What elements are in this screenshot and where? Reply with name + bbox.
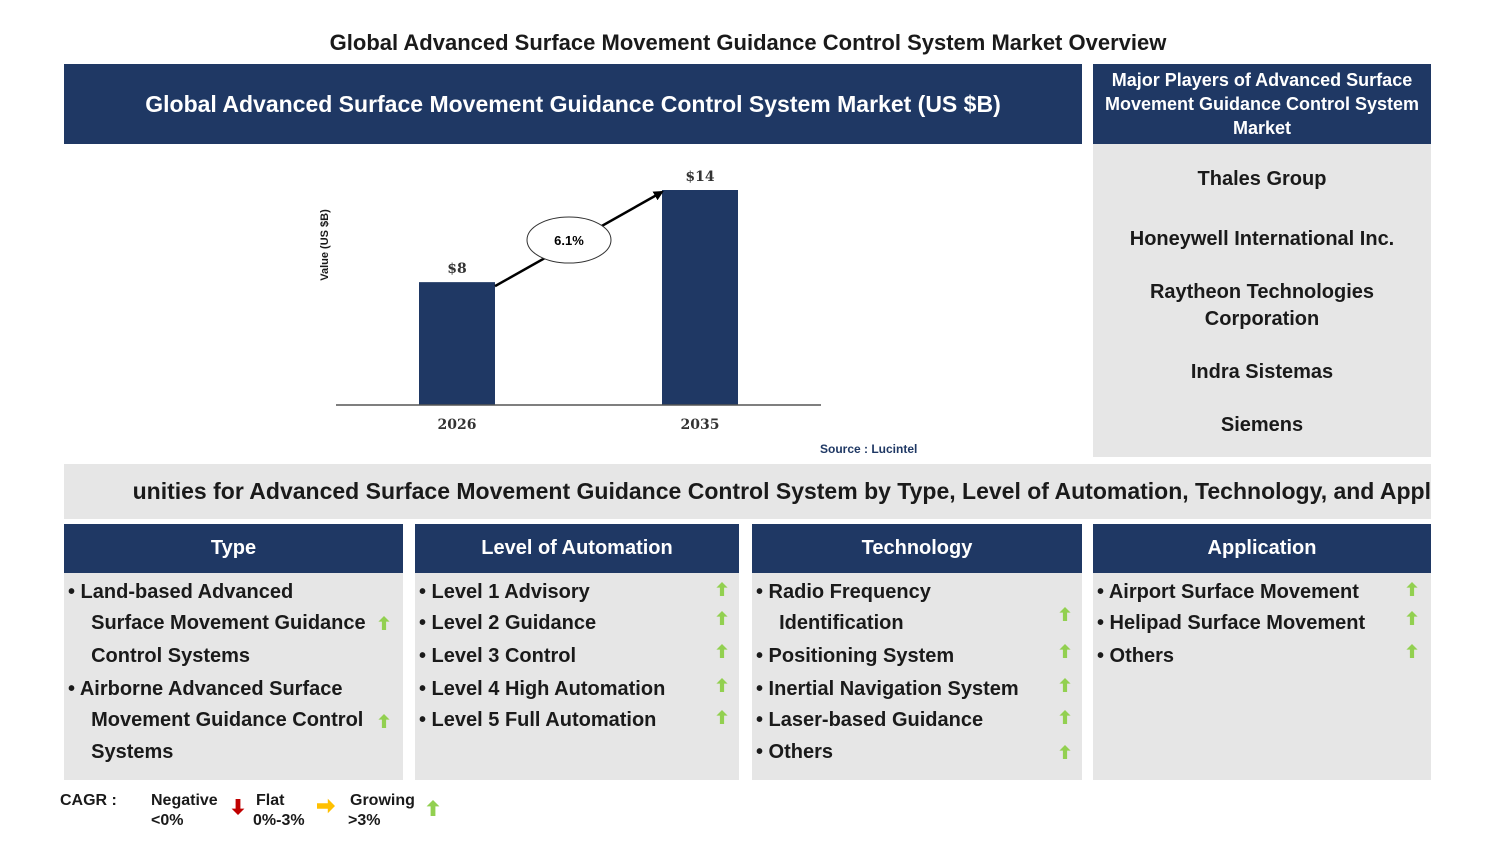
bar-chart: Value (US $B) $8 2026 $14 2035 6.1% — [319, 169, 821, 433]
segment-body: • Level 1 Advisory • Level 2 Guidance • Le… — [415, 573, 739, 780]
segment-body: • Radio Frequency Identification • Positi… — [752, 573, 1082, 780]
player-item: Honeywell International Inc. — [1129, 228, 1395, 250]
bar-2026 — [419, 282, 495, 405]
segment-item: • Level 4 High Automation — [419, 678, 666, 700]
segment-item: • Others — [1097, 645, 1175, 667]
value-label-2035: $14 — [685, 169, 714, 185]
segment-header: Level of Automation — [415, 524, 739, 573]
player-item: Siemens — [1220, 414, 1304, 436]
legend-flat-range: 0%-3% — [253, 812, 305, 829]
segment-item-continuation: Systems — [80, 741, 174, 763]
segment-item: • Land-based Advanced — [68, 581, 294, 603]
segment-item: • Radio Frequency — [756, 581, 931, 603]
player-item: Indra Sistemas — [1190, 361, 1334, 383]
tick-label-2035: 2035 — [681, 417, 720, 433]
legend-label: CAGR : — [60, 792, 117, 809]
up-arrow-icon — [1059, 607, 1071, 621]
segment-item: • Level 2 Guidance — [419, 612, 597, 634]
legend-negative-range: <0% — [151, 812, 184, 829]
segment-body: • Land-based Advanced Surface Movement G… — [64, 573, 403, 780]
players-list: Thales Group Honeywell International Inc.… — [1093, 144, 1431, 457]
cagr-label: 6.1% — [554, 233, 584, 248]
legend-growing-name: Growing — [350, 792, 415, 809]
segment-body: • Airport Surface Movement • Helipad Surf… — [1093, 573, 1431, 780]
segment-item: • Inertial Navigation System — [756, 678, 1019, 700]
segment-header: Application — [1093, 524, 1431, 573]
up-arrow-icon — [378, 616, 390, 630]
segment-item: • Level 3 Control — [419, 645, 577, 667]
up-arrow-icon — [1406, 582, 1418, 596]
segment-item: • Helipad Surface Movement — [1097, 612, 1366, 634]
segment-item-continuation: Movement Guidance Control — [80, 709, 364, 731]
up-arrow-icon — [1059, 745, 1071, 759]
up-arrow-icon — [716, 710, 728, 724]
legend-growing-range: >3% — [348, 812, 381, 829]
segment-item: • Level 1 Advisory — [419, 581, 590, 603]
segment-item: • Airport Surface Movement — [1097, 581, 1359, 603]
segment-item: • Laser-based Guidance — [756, 709, 984, 731]
segment-item: • Positioning System — [756, 645, 955, 667]
up-arrow-icon — [716, 678, 728, 692]
opportunities-title: unities for Advanced Surface Movement Gu… — [132, 478, 1431, 504]
legend-negative-name: Negative — [151, 792, 218, 809]
player-item: Thales Group — [1197, 168, 1327, 190]
tick-label-2026: 2026 — [438, 417, 477, 433]
value-label-2026: $8 — [447, 261, 466, 277]
up-arrow-icon — [1406, 644, 1418, 658]
right-arrow-icon — [317, 798, 335, 814]
up-arrow-icon — [1059, 678, 1071, 692]
segment-header: Technology — [752, 524, 1082, 573]
down-arrow-icon — [231, 799, 245, 815]
bar-2035 — [662, 190, 738, 405]
up-arrow-icon — [378, 714, 390, 728]
page-title: Global Advanced Surface Movement Guidanc… — [329, 30, 1167, 55]
source-note: Source : Lucintel — [820, 442, 918, 456]
y-axis-label: Value (US $B) — [319, 209, 331, 281]
segment-item-continuation: Control Systems — [80, 645, 251, 667]
up-arrow-icon — [1059, 710, 1071, 724]
segment-item-continuation: Identification — [768, 612, 904, 634]
segment-item: • Others — [756, 741, 834, 763]
segment-header: Type — [64, 524, 403, 573]
segment-item: • Level 5 Full Automation — [419, 709, 657, 731]
segment-item-continuation: Surface Movement Guidance — [80, 612, 366, 634]
legend-flat-name: Flat — [256, 792, 285, 809]
up-arrow-icon — [1406, 611, 1418, 625]
segment-item: • Airborne Advanced Surface — [68, 678, 343, 700]
cagr-bubble — [526, 216, 612, 264]
up-arrow-icon — [716, 611, 728, 625]
up-arrow-icon — [1059, 644, 1071, 658]
up-arrow-icon — [426, 800, 440, 816]
players-header: Major Players of Advanced Surface Moveme… — [1093, 64, 1431, 144]
chart-header: Global Advanced Surface Movement Guidanc… — [64, 64, 1082, 144]
up-arrow-icon — [716, 582, 728, 596]
up-arrow-icon — [716, 644, 728, 658]
player-item: Raytheon Technologies Corporation — [1149, 281, 1375, 330]
opportunities-banner: unities for Advanced Surface Movement Gu… — [64, 464, 1431, 519]
